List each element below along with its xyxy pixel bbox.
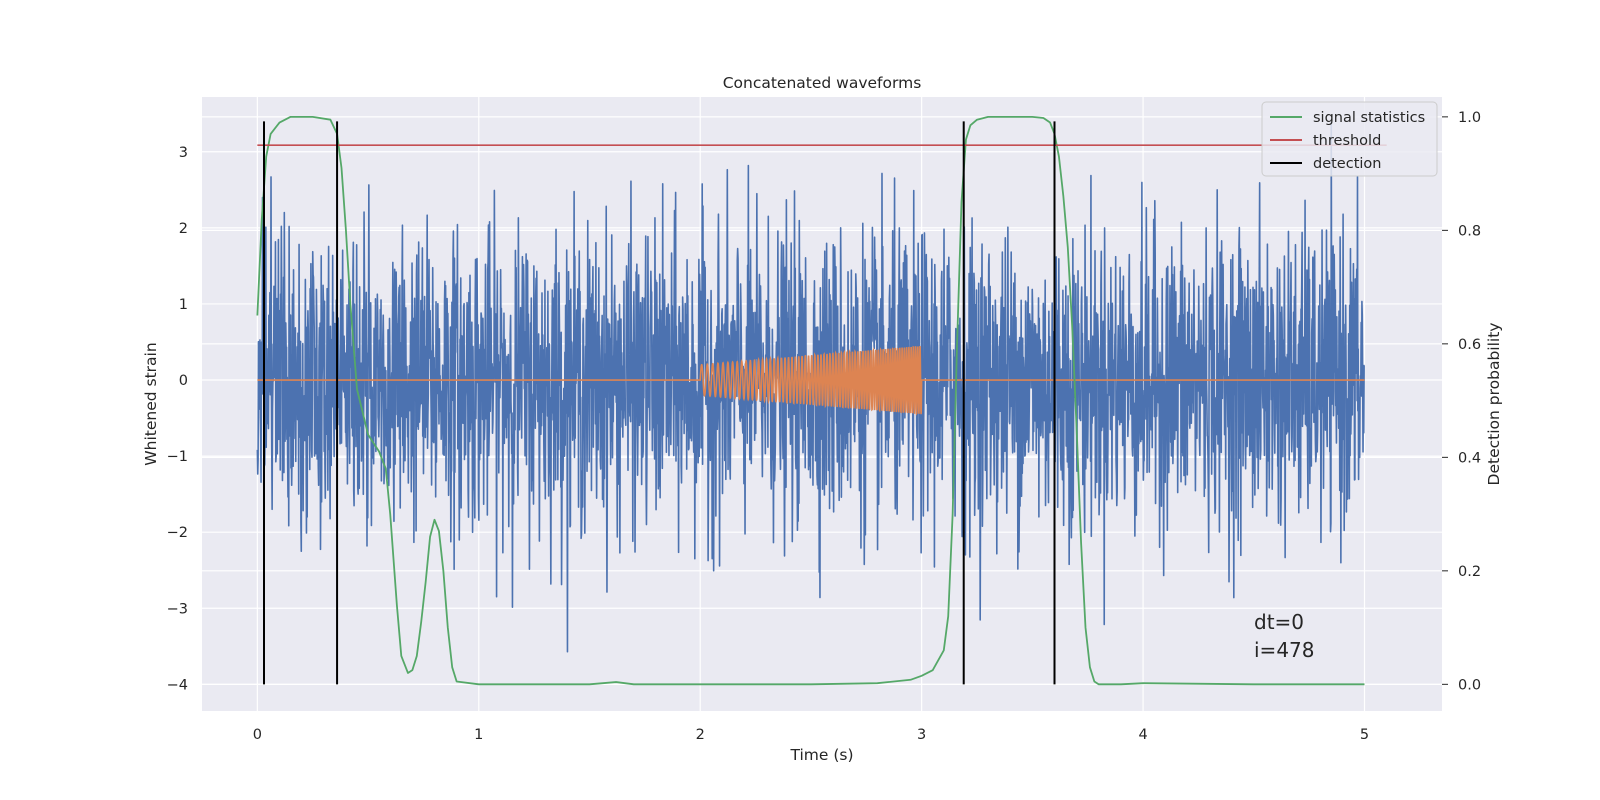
y-tick-label: 1	[179, 297, 188, 313]
y-tick-label: −1	[167, 449, 188, 465]
injected-chirp-line	[257, 345, 1365, 416]
y-tick-label: 0	[179, 373, 188, 389]
y-tick-label: −4	[167, 677, 188, 693]
legend-box	[1261, 101, 1438, 177]
x-axis-label: Time (s)	[789, 746, 853, 764]
x-tick-label: 0	[253, 727, 262, 743]
y-tick-label: 2	[179, 221, 188, 237]
legend: signal statistics threshold detection	[1261, 101, 1438, 177]
chart-title: Concatenated waveforms	[723, 74, 922, 92]
series-layer	[256, 115, 1387, 686]
y2-axis-label: Detection probability	[1485, 323, 1503, 486]
y2-tick-label: 0.0	[1458, 677, 1481, 693]
annotations: dt=0 i=478	[1254, 610, 1315, 662]
legend-label: signal statistics	[1313, 110, 1425, 126]
y-axis-label: Whitened strain	[142, 342, 160, 465]
y2-tick-label: 0.2	[1458, 564, 1481, 580]
y-tick-label: −3	[167, 601, 188, 617]
y-tick-label: −2	[167, 525, 188, 541]
x-tick-label: 2	[696, 727, 705, 743]
x-tick-label: 5	[1360, 727, 1369, 743]
y2-tick-label: 0.4	[1458, 450, 1481, 466]
annotation-index: i=478	[1254, 638, 1315, 662]
y2-tick-label: 1.0	[1458, 110, 1481, 126]
x-tick-label: 4	[1138, 727, 1147, 743]
x-tick-label: 3	[917, 727, 926, 743]
y-tick-label: 3	[179, 145, 188, 161]
annotation-dt: dt=0	[1254, 610, 1304, 634]
x-tick-label: 1	[474, 727, 483, 743]
legend-label: detection	[1313, 156, 1381, 172]
y2-tick-label: 0.6	[1458, 337, 1481, 353]
signal-statistics-line	[256, 115, 1365, 686]
legend-label: threshold	[1313, 133, 1381, 149]
y2-tick-label: 0.8	[1458, 223, 1481, 239]
axes: 0 1 2 3 4 5 3 2 1 0 −1 −2 −3 −4 1.0 0.8 0.6 0.4 0.2 0.0	[167, 110, 1481, 743]
